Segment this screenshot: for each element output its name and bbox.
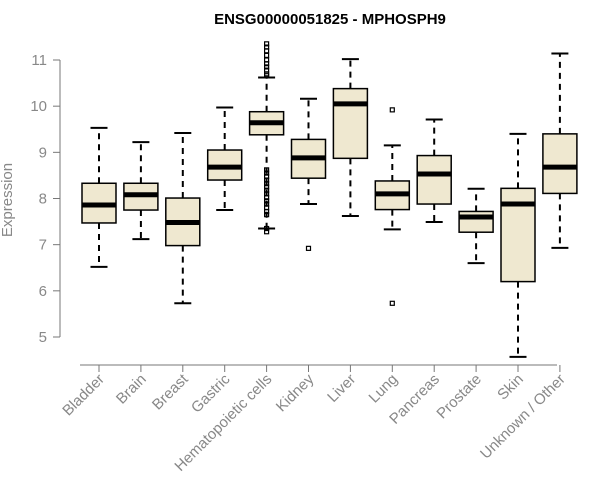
outlier-point [264,41,270,47]
outlier-point [264,52,270,58]
outlier-point [264,212,270,218]
box-liver [332,58,369,218]
box-bladder [81,126,117,268]
box-prostate [458,187,494,265]
y-tick-label: 9 [39,144,47,161]
iqr-box [416,154,452,205]
outlier-point [264,194,270,201]
iqr-box [542,133,578,195]
y-tick-label: 7 [39,237,47,254]
box-lung [374,107,411,306]
x-tick-label: Breast [149,370,192,413]
outlier-point [264,225,270,232]
box-hematopoietic-cells [248,41,285,235]
box-breast [165,131,201,305]
outlier-point [389,107,395,113]
box-brain [123,141,159,241]
outlier-point [264,64,270,70]
outlier-point [264,170,270,176]
x-tick-label: Lung [366,371,402,407]
outlier-point [264,61,270,67]
outlier-point [264,184,270,190]
x-tick-label: Skin [494,371,527,404]
box-series [81,41,578,358]
y-tick-label: 10 [30,98,47,115]
x-tick-label: Prostate [433,371,485,423]
x-tick-label: Kidney [273,370,318,415]
chart-title: ENSG00000051825 - MPHOSPH9 [214,11,446,28]
y-tick-label: 5 [39,329,47,346]
box-pancreas [416,118,452,224]
x-tick-label: Liver [324,371,359,406]
outlier-point [264,167,270,173]
outlier-point [264,73,270,79]
outlier-point [264,208,270,215]
y-tick-label: 11 [31,52,47,69]
y-axis-ticks: 5 6 7 8 9 10 11 [30,52,60,346]
iqr-box [332,87,369,160]
box-kidney [290,97,327,251]
outlier-point [264,198,270,204]
y-axis-label: Expression [0,163,16,237]
x-tick-label: Brain [113,371,150,408]
y-tick-label: 6 [39,283,47,300]
outlier-point [264,229,270,235]
y-tick-label: 8 [39,191,47,208]
outlier-point [305,245,312,251]
box-unknown-other [542,52,578,249]
box-skin [500,132,536,358]
outlier-point [389,300,395,306]
outlier-point [264,181,270,187]
x-tick-label: Bladder [59,371,108,420]
box-gastric [206,106,243,212]
outlier-point [264,48,270,54]
